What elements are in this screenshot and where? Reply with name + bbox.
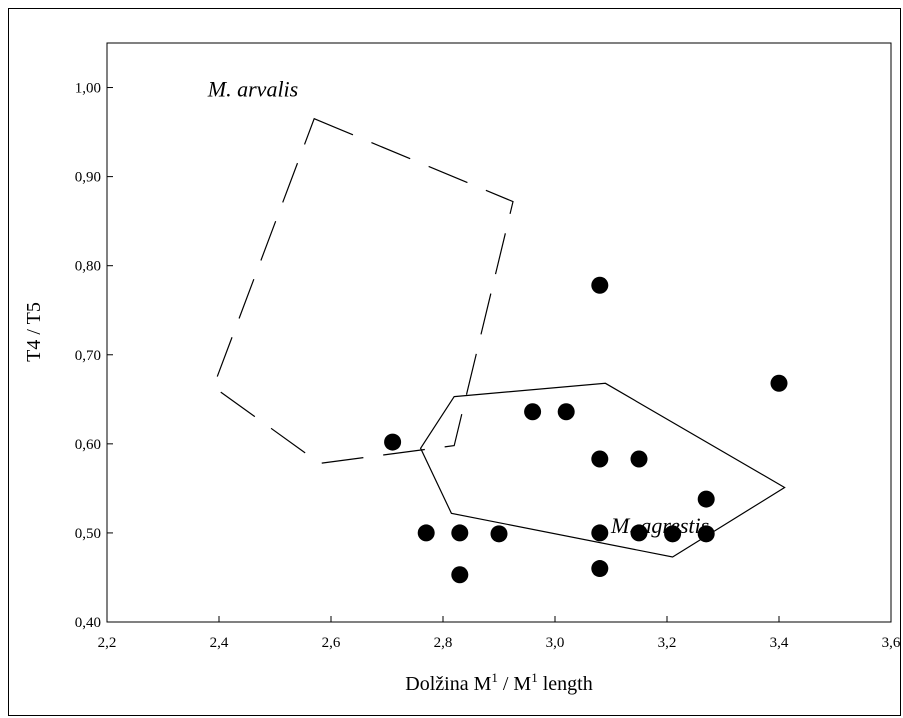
figure-frame: 0,40 0,50 0,60 0,70 0,80 0,90 1,00 2,2 2,4 2,6 2,… — [8, 8, 901, 716]
x-tick-label: 3,0 — [546, 635, 565, 651]
data-point — [664, 525, 682, 543]
x-axis-title-part: length — [538, 673, 593, 695]
data-point — [417, 524, 435, 542]
data-point — [591, 276, 609, 294]
data-point — [697, 490, 715, 508]
y-axis-title: T4 / T5 — [23, 302, 45, 362]
y-axis: 0,40 0,50 0,60 0,70 0,80 0,90 1,00 — [75, 81, 113, 631]
x-tick-label: 2,2 — [98, 635, 117, 651]
data-point — [451, 566, 469, 584]
annotation-label: M. agrestis — [610, 513, 709, 538]
x-axis-title-part: Dolžina M — [405, 673, 491, 695]
range-polygon-agrestis — [419, 382, 786, 558]
y-tick-label: 0,40 — [75, 615, 101, 631]
data-point — [451, 524, 469, 542]
x-axis-title-superscript: 1 — [491, 670, 498, 685]
data-point — [770, 374, 788, 392]
y-tick-label: 0,90 — [75, 170, 101, 186]
y-tick-label: 0,70 — [75, 348, 101, 364]
x-tick-label: 3,4 — [770, 635, 789, 651]
x-tick-label: 2,6 — [322, 635, 341, 651]
x-axis-title-part: / M — [498, 673, 532, 695]
x-axis-title: Dolžina M1 / M1 length — [405, 670, 592, 695]
data-point — [524, 403, 542, 421]
scatter-chart: 0,400,500,600,700,800,901,00 2,2 2,4 2,6 2,… — [23, 42, 901, 695]
x-tick-label: 3,6 — [882, 635, 901, 651]
annotation-label: M. arvalis — [207, 76, 298, 101]
y-tick-label: 0,80 — [75, 259, 101, 275]
y-tick-label: 1,00 — [75, 81, 101, 97]
x-tick-label: 2,8 — [434, 635, 453, 651]
data-point — [591, 450, 609, 468]
range-polygon-arvalis — [212, 117, 514, 465]
range-polygons — [212, 117, 786, 558]
y-tick-label: 0,50 — [75, 526, 101, 542]
x-tick-label: 3,2 — [658, 635, 677, 651]
x-axis-title-superscript: 1 — [531, 670, 538, 685]
data-point — [697, 525, 715, 543]
data-point — [591, 560, 609, 578]
data-point — [490, 525, 508, 543]
data-points — [384, 276, 788, 584]
data-point — [557, 403, 575, 421]
data-point — [630, 450, 648, 468]
data-point — [384, 433, 402, 451]
x-tick-label: 2,4 — [210, 635, 229, 651]
annotations: M. arvalis M. agrestis — [207, 76, 709, 537]
plot-area-border — [106, 42, 892, 623]
data-point — [630, 524, 648, 542]
y-tick-label: 0,60 — [75, 437, 101, 453]
x-axis: 2,2 2,4 2,6 2,8 3,0 3,2 3,4 3,6 — [98, 616, 901, 651]
data-point — [591, 524, 609, 542]
